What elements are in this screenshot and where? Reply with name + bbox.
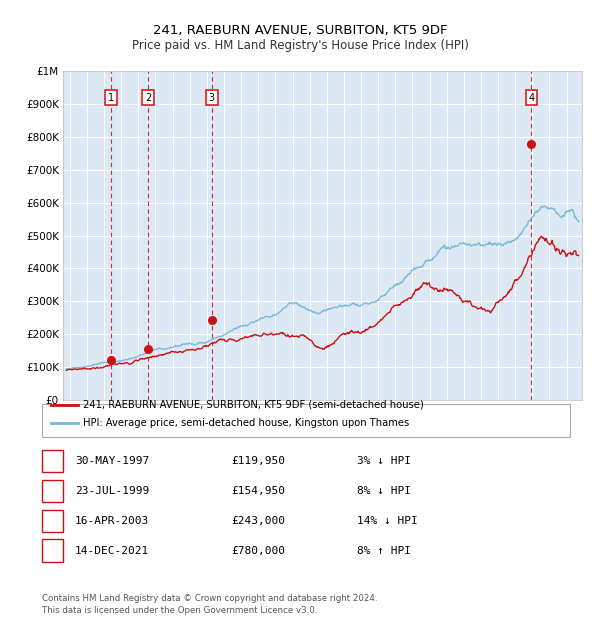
Text: 14-DEC-2021: 14-DEC-2021 [75,546,149,556]
Text: Price paid vs. HM Land Registry's House Price Index (HPI): Price paid vs. HM Land Registry's House … [131,39,469,52]
Text: 2: 2 [49,486,56,496]
Text: £154,950: £154,950 [231,486,285,496]
Text: 16-APR-2003: 16-APR-2003 [75,516,149,526]
Text: 1: 1 [49,456,56,466]
Text: £119,950: £119,950 [231,456,285,466]
Text: HPI: Average price, semi-detached house, Kingston upon Thames: HPI: Average price, semi-detached house,… [83,418,409,428]
Text: 3: 3 [209,92,215,102]
Text: 241, RAEBURN AVENUE, SURBITON, KT5 9DF: 241, RAEBURN AVENUE, SURBITON, KT5 9DF [153,24,447,37]
Text: 241, RAEBURN AVENUE, SURBITON, KT5 9DF (semi-detached house): 241, RAEBURN AVENUE, SURBITON, KT5 9DF (… [83,399,424,410]
Text: 23-JUL-1999: 23-JUL-1999 [75,486,149,496]
Text: 4: 4 [49,546,56,556]
Text: 30-MAY-1997: 30-MAY-1997 [75,456,149,466]
Text: 8% ↓ HPI: 8% ↓ HPI [357,486,411,496]
Text: 2: 2 [145,92,151,102]
Text: 1: 1 [108,92,114,102]
Text: 3% ↓ HPI: 3% ↓ HPI [357,456,411,466]
Text: 4: 4 [529,92,535,102]
Text: 14% ↓ HPI: 14% ↓ HPI [357,516,418,526]
Text: £243,000: £243,000 [231,516,285,526]
Text: £780,000: £780,000 [231,546,285,556]
Text: Contains HM Land Registry data © Crown copyright and database right 2024.
This d: Contains HM Land Registry data © Crown c… [42,594,377,615]
Text: 8% ↑ HPI: 8% ↑ HPI [357,546,411,556]
Text: 3: 3 [49,516,56,526]
